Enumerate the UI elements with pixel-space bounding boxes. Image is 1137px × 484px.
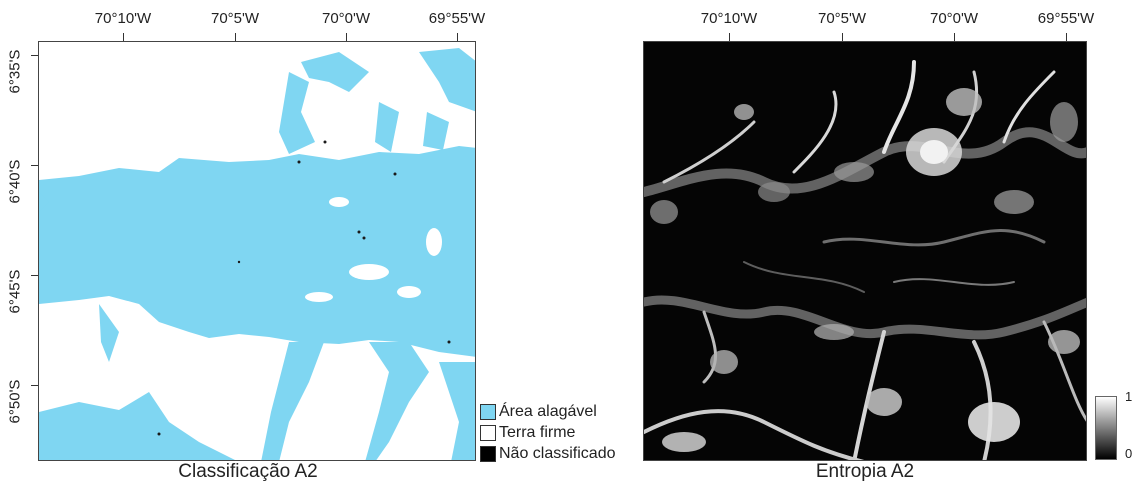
flooded-area-shapes <box>39 48 475 460</box>
right-lon-label-2: 70°5'W <box>817 10 867 27</box>
left-lat-tick <box>31 385 39 386</box>
legend-item-flooded: Área alagável <box>480 402 597 422</box>
legend-swatch-flooded <box>480 404 496 420</box>
entropy-map <box>643 41 1087 461</box>
entropy-caption: Entropia A2 <box>815 461 915 482</box>
left-lat-label-3: 6°45'S <box>6 269 24 314</box>
left-lat-label-4: 6°50'S <box>6 379 24 424</box>
unclassified-pixels <box>157 140 451 436</box>
right-lon-label-1: 70°10'W <box>700 10 758 27</box>
legend-item-land: Terra firme <box>480 423 575 443</box>
left-lat-tick <box>31 275 39 276</box>
legend-label-land: Terra firme <box>499 424 576 441</box>
right-lon-tick <box>1066 33 1067 43</box>
legend-item-unclassified: Não classificado <box>480 444 616 464</box>
left-lon-tick <box>457 33 458 43</box>
left-lat-tick <box>31 55 39 56</box>
left-lon-tick <box>346 33 347 43</box>
right-lon-label-4: 69°55'W <box>1037 10 1095 27</box>
classification-raster <box>39 48 475 460</box>
legend-swatch-unclassified <box>480 446 496 462</box>
left-lon-label-1: 70°10'W <box>94 10 152 27</box>
right-lon-tick <box>954 33 955 43</box>
legend-label-flooded: Área alagável <box>499 403 597 420</box>
left-lat-tick <box>31 165 39 166</box>
right-lon-tick <box>842 33 843 43</box>
left-lon-tick <box>235 33 236 43</box>
land-islands <box>305 197 442 302</box>
right-lon-tick <box>729 33 730 43</box>
right-lon-label-3: 70°0'W <box>929 10 979 27</box>
left-lon-tick <box>123 33 124 43</box>
classification-caption: Classificação A2 <box>178 461 318 482</box>
legend-swatch-land <box>480 425 496 441</box>
left-lon-label-2: 70°5'W <box>210 10 260 27</box>
entropy-colorbar <box>1095 396 1117 460</box>
entropy-patches <box>650 88 1080 452</box>
classification-map <box>38 41 476 461</box>
entropy-raster <box>644 60 1086 460</box>
colorbar-min-label: 0 <box>1125 446 1133 461</box>
left-lon-label-4: 69°55'W <box>428 10 486 27</box>
legend-label-unclassified: Não classificado <box>499 445 616 462</box>
left-lon-label-3: 70°0'W <box>321 10 371 27</box>
left-lat-label-1: 6°35'S <box>6 49 24 94</box>
colorbar-max-label: 1 <box>1125 389 1133 404</box>
left-lat-label-2: 6°40'S <box>6 159 24 204</box>
